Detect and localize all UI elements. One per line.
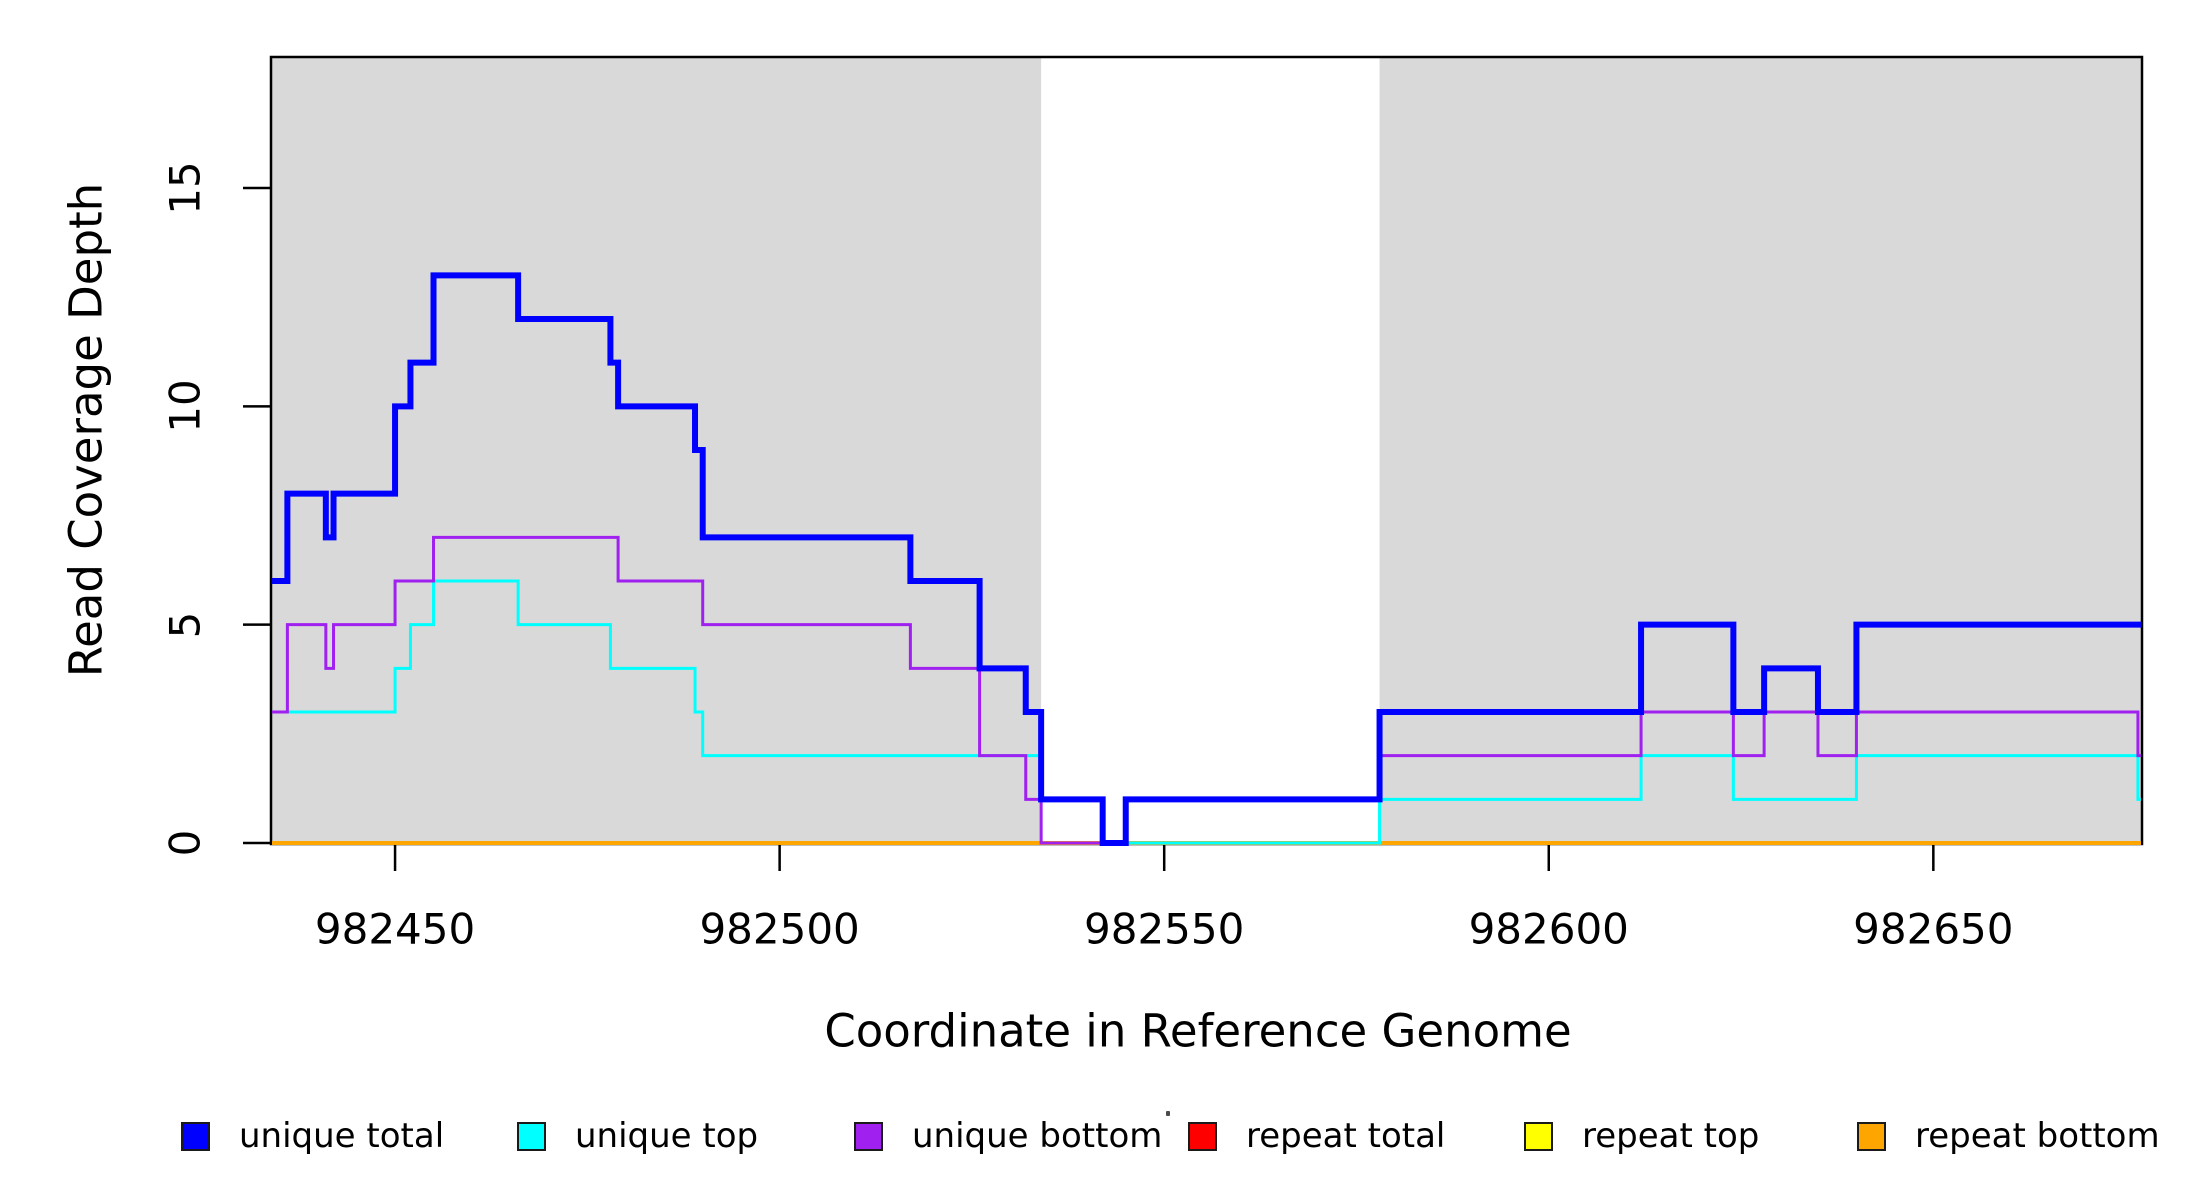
stray-mark: [1166, 1111, 1170, 1116]
y-tick-label: 10: [160, 379, 210, 434]
legend-label: repeat bottom: [1915, 1116, 2160, 1156]
legend-label: repeat top: [1582, 1116, 1760, 1156]
legend-item: unique total: [181, 1116, 445, 1156]
legend-label: unique total: [239, 1116, 445, 1156]
legend-swatch-repeat-total: [1188, 1121, 1217, 1151]
legend-item: repeat bottom: [1857, 1116, 2160, 1156]
legend-swatch-unique-bottom: [854, 1121, 883, 1151]
series-line-unique-total: [272, 272, 2141, 846]
legend-swatch-unique-top: [517, 1121, 546, 1151]
legend-swatch-repeat-top: [1524, 1121, 1553, 1151]
legend-swatch-unique-total: [181, 1121, 210, 1151]
series-line-unique-bottom: [272, 535, 2141, 845]
legend-swatch-repeat-bottom: [1857, 1121, 1886, 1151]
y-tick-label: 0: [160, 829, 210, 857]
x-tick-label: 982450: [314, 904, 476, 954]
legend-item: unique top: [517, 1116, 759, 1156]
x-axis-title: Coordinate in Reference Genome: [824, 1004, 1572, 1058]
legend-item: unique bottom: [854, 1116, 1163, 1156]
y-axis-title: Read Coverage Depth: [59, 182, 113, 678]
legend-label: unique top: [575, 1116, 759, 1156]
series-line-unique-top: [272, 579, 2141, 845]
y-tick-label: 15: [160, 161, 210, 215]
x-tick-label: 982550: [1084, 904, 1245, 954]
x-tick-label: 982600: [1468, 904, 1629, 954]
legend-label: unique bottom: [912, 1116, 1163, 1156]
legend-label: repeat total: [1246, 1116, 1446, 1156]
shaded-region: [1379, 57, 2141, 843]
shaded-region: [272, 57, 1042, 843]
y-tick-label: 5: [160, 611, 210, 639]
legend-item: repeat top: [1524, 1116, 1760, 1156]
legend-item: repeat total: [1188, 1116, 1446, 1156]
x-tick-label: 982500: [699, 904, 860, 954]
x-tick-label: 982650: [1853, 904, 2014, 954]
